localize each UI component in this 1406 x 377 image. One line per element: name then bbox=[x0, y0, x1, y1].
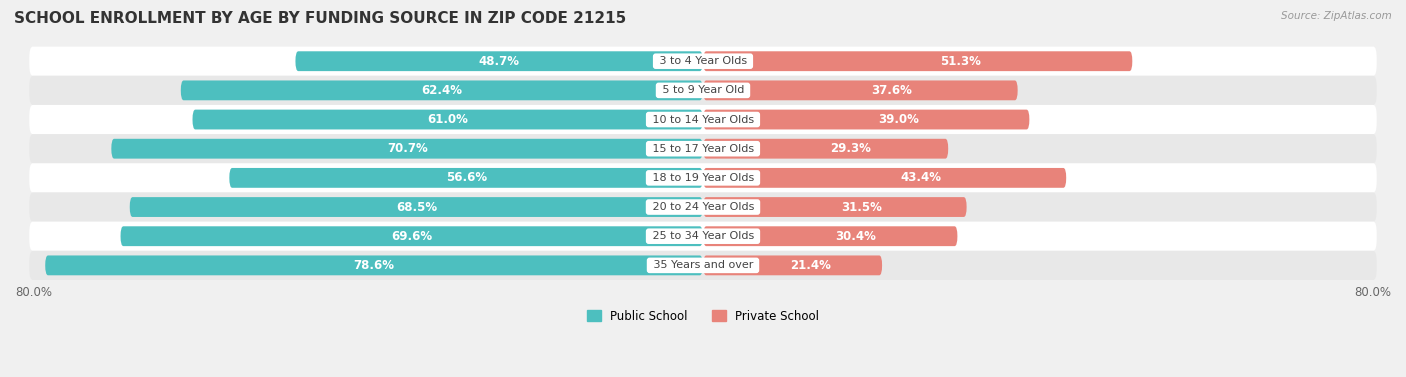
Text: 37.6%: 37.6% bbox=[872, 84, 912, 97]
Text: 25 to 34 Year Olds: 25 to 34 Year Olds bbox=[648, 231, 758, 241]
FancyBboxPatch shape bbox=[703, 168, 1066, 188]
Text: 21.4%: 21.4% bbox=[790, 259, 831, 272]
Text: SCHOOL ENROLLMENT BY AGE BY FUNDING SOURCE IN ZIP CODE 21215: SCHOOL ENROLLMENT BY AGE BY FUNDING SOUR… bbox=[14, 11, 626, 26]
FancyBboxPatch shape bbox=[703, 256, 882, 275]
Text: 39.0%: 39.0% bbox=[879, 113, 920, 126]
FancyBboxPatch shape bbox=[30, 47, 1376, 76]
Text: 69.6%: 69.6% bbox=[391, 230, 432, 243]
Text: 35 Years and over: 35 Years and over bbox=[650, 261, 756, 270]
FancyBboxPatch shape bbox=[45, 256, 703, 275]
FancyBboxPatch shape bbox=[129, 197, 703, 217]
FancyBboxPatch shape bbox=[703, 197, 966, 217]
FancyBboxPatch shape bbox=[30, 192, 1376, 222]
FancyBboxPatch shape bbox=[703, 51, 1132, 71]
Text: Source: ZipAtlas.com: Source: ZipAtlas.com bbox=[1281, 11, 1392, 21]
FancyBboxPatch shape bbox=[30, 105, 1376, 134]
Text: 70.7%: 70.7% bbox=[387, 142, 427, 155]
Text: 48.7%: 48.7% bbox=[478, 55, 520, 68]
FancyBboxPatch shape bbox=[30, 76, 1376, 105]
FancyBboxPatch shape bbox=[229, 168, 703, 188]
Text: 51.3%: 51.3% bbox=[941, 55, 981, 68]
Text: 10 to 14 Year Olds: 10 to 14 Year Olds bbox=[648, 115, 758, 124]
FancyBboxPatch shape bbox=[703, 80, 1018, 100]
Text: 3 to 4 Year Olds: 3 to 4 Year Olds bbox=[655, 56, 751, 66]
FancyBboxPatch shape bbox=[703, 226, 957, 246]
FancyBboxPatch shape bbox=[193, 110, 703, 129]
FancyBboxPatch shape bbox=[30, 222, 1376, 251]
FancyBboxPatch shape bbox=[295, 51, 703, 71]
FancyBboxPatch shape bbox=[30, 163, 1376, 192]
FancyBboxPatch shape bbox=[703, 139, 948, 159]
Text: 18 to 19 Year Olds: 18 to 19 Year Olds bbox=[648, 173, 758, 183]
Text: 56.6%: 56.6% bbox=[446, 172, 486, 184]
FancyBboxPatch shape bbox=[181, 80, 703, 100]
Text: 15 to 17 Year Olds: 15 to 17 Year Olds bbox=[648, 144, 758, 154]
FancyBboxPatch shape bbox=[121, 226, 703, 246]
Text: 20 to 24 Year Olds: 20 to 24 Year Olds bbox=[648, 202, 758, 212]
Text: 68.5%: 68.5% bbox=[396, 201, 437, 213]
Text: 30.4%: 30.4% bbox=[835, 230, 876, 243]
FancyBboxPatch shape bbox=[111, 139, 703, 159]
Text: 62.4%: 62.4% bbox=[422, 84, 463, 97]
FancyBboxPatch shape bbox=[30, 251, 1376, 280]
FancyBboxPatch shape bbox=[703, 110, 1029, 129]
Text: 78.6%: 78.6% bbox=[353, 259, 395, 272]
Text: 61.0%: 61.0% bbox=[427, 113, 468, 126]
FancyBboxPatch shape bbox=[30, 134, 1376, 163]
Legend: Public School, Private School: Public School, Private School bbox=[582, 305, 824, 328]
Text: 43.4%: 43.4% bbox=[901, 172, 942, 184]
Text: 29.3%: 29.3% bbox=[830, 142, 870, 155]
Text: 5 to 9 Year Old: 5 to 9 Year Old bbox=[658, 85, 748, 95]
Text: 31.5%: 31.5% bbox=[841, 201, 882, 213]
